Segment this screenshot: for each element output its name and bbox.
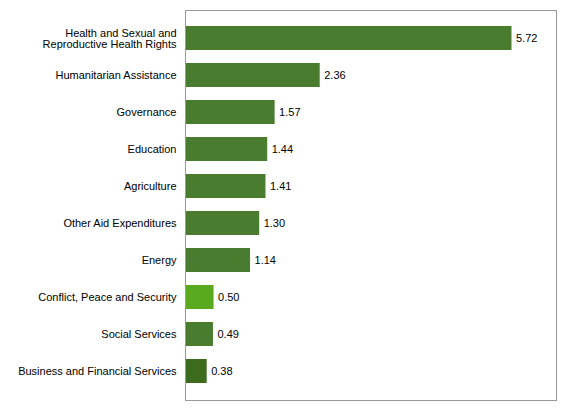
svg-text:Business and Financial Service: Business and Financial Services <box>18 365 177 377</box>
svg-text:Governance: Governance <box>117 106 177 118</box>
svg-text:Energy: Energy <box>142 254 177 266</box>
svg-text:1.30: 1.30 <box>264 217 285 229</box>
svg-text:0.38: 0.38 <box>211 365 232 377</box>
svg-text:5.72: 5.72 <box>516 32 537 44</box>
svg-text:1.14: 1.14 <box>255 254 276 266</box>
svg-text:Agriculture: Agriculture <box>124 180 177 192</box>
svg-text:Conflict, Peace and Security: Conflict, Peace and Security <box>38 291 177 303</box>
svg-text:1.41: 1.41 <box>270 180 291 192</box>
svg-text:Humanitarian Assistance: Humanitarian Assistance <box>55 69 176 81</box>
svg-text:1.57: 1.57 <box>279 106 300 118</box>
svg-text:Social Services: Social Services <box>101 328 177 340</box>
svg-text:Other Aid Expenditures: Other Aid Expenditures <box>63 217 177 229</box>
svg-text:0.50: 0.50 <box>218 291 239 303</box>
svg-text:0.49: 0.49 <box>217 328 238 340</box>
svg-text:1.44: 1.44 <box>272 143 293 155</box>
svg-text:2.36: 2.36 <box>324 69 345 81</box>
svg-text:Education: Education <box>128 143 177 155</box>
svg-text:Health and Sexual andReproduct: Health and Sexual andReproductive Health… <box>43 27 177 50</box>
